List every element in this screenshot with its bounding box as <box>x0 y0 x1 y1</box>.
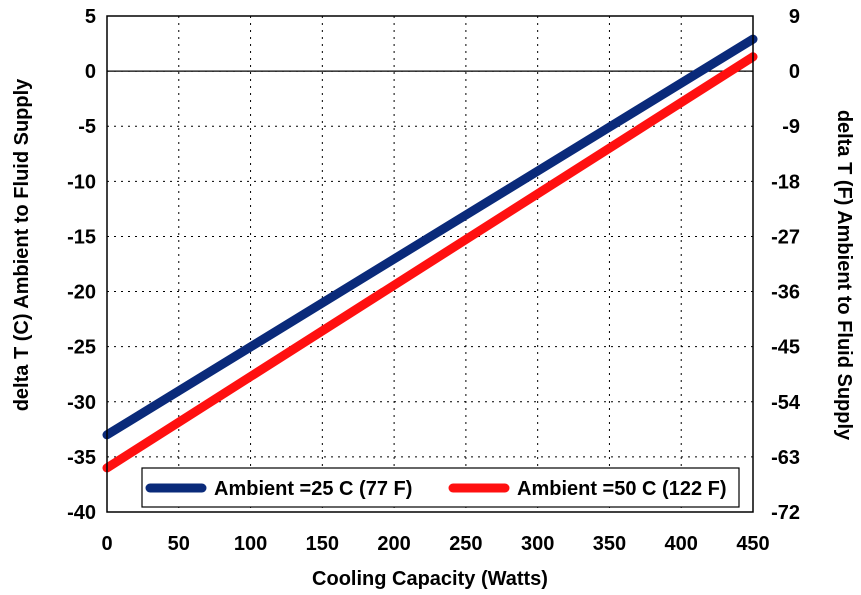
y-tick-label: 5 <box>85 6 96 28</box>
y-tick-label: -35 <box>67 447 96 469</box>
x-tick-label: 100 <box>234 533 267 555</box>
y-tick-label: -10 <box>67 171 96 193</box>
y-tick-label: -25 <box>67 337 96 359</box>
y2-axis-title: delta T (F) Ambient to Fluid Supply <box>833 110 855 441</box>
series-line-1 <box>102 34 758 440</box>
x-tick-label: 300 <box>521 533 554 555</box>
legend-label-2: Ambient =50 C (122 F) <box>517 478 727 500</box>
y-tick-label: 0 <box>85 61 96 83</box>
y2-tick-labels: 9 0 -9 -18 -27 -36 -45 -54 -63 -72 <box>771 6 801 524</box>
y2-tick-label: -9 <box>782 116 800 138</box>
y-tick-label: -15 <box>67 226 96 248</box>
x-tick-labels: 0 50 100 150 200 250 300 350 400 450 <box>101 533 769 555</box>
x-tick-label: 400 <box>665 533 698 555</box>
y-tick-label: -30 <box>67 392 96 414</box>
x-tick-label: 50 <box>168 533 190 555</box>
x-tick-label: 450 <box>736 533 769 555</box>
y-tick-label: -5 <box>78 116 96 138</box>
y2-tick-label: -63 <box>771 447 800 469</box>
x-tick-label: 350 <box>593 533 626 555</box>
plot-frame <box>106 15 754 513</box>
y-axis-title: delta T (C) Ambient to Fluid Supply <box>11 78 33 411</box>
y2-tick-label: -72 <box>771 502 800 524</box>
series-lines <box>102 34 758 473</box>
x-tick-label: 0 <box>101 533 112 555</box>
y2-tick-label: 0 <box>789 61 800 83</box>
series-line-2 <box>102 52 758 473</box>
y2-tick-label: 9 <box>789 6 800 28</box>
y2-tick-label: -45 <box>771 337 800 359</box>
legend-box <box>141 467 740 508</box>
x-tick-label: 150 <box>306 533 339 555</box>
y2-tick-label: -36 <box>771 282 800 304</box>
y-tick-labels: 5 0 -5 -10 -15 -20 -25 -30 -35 -40 <box>67 6 96 524</box>
legend: Ambient =25 C (77 F) Ambient =50 C (122 F… <box>141 467 740 508</box>
x-tick-label: 200 <box>377 533 410 555</box>
y2-tick-label: -27 <box>771 226 800 248</box>
x-axis-title: Cooling Capacity (Watts) <box>312 568 548 590</box>
x-tick-label: 250 <box>449 533 482 555</box>
y-tick-label: -20 <box>67 282 96 304</box>
y-tick-label: -40 <box>67 502 96 524</box>
y2-tick-label: -18 <box>771 171 800 193</box>
legend-label-1: Ambient =25 C (77 F) <box>214 478 412 500</box>
y2-tick-label: -54 <box>771 392 801 414</box>
